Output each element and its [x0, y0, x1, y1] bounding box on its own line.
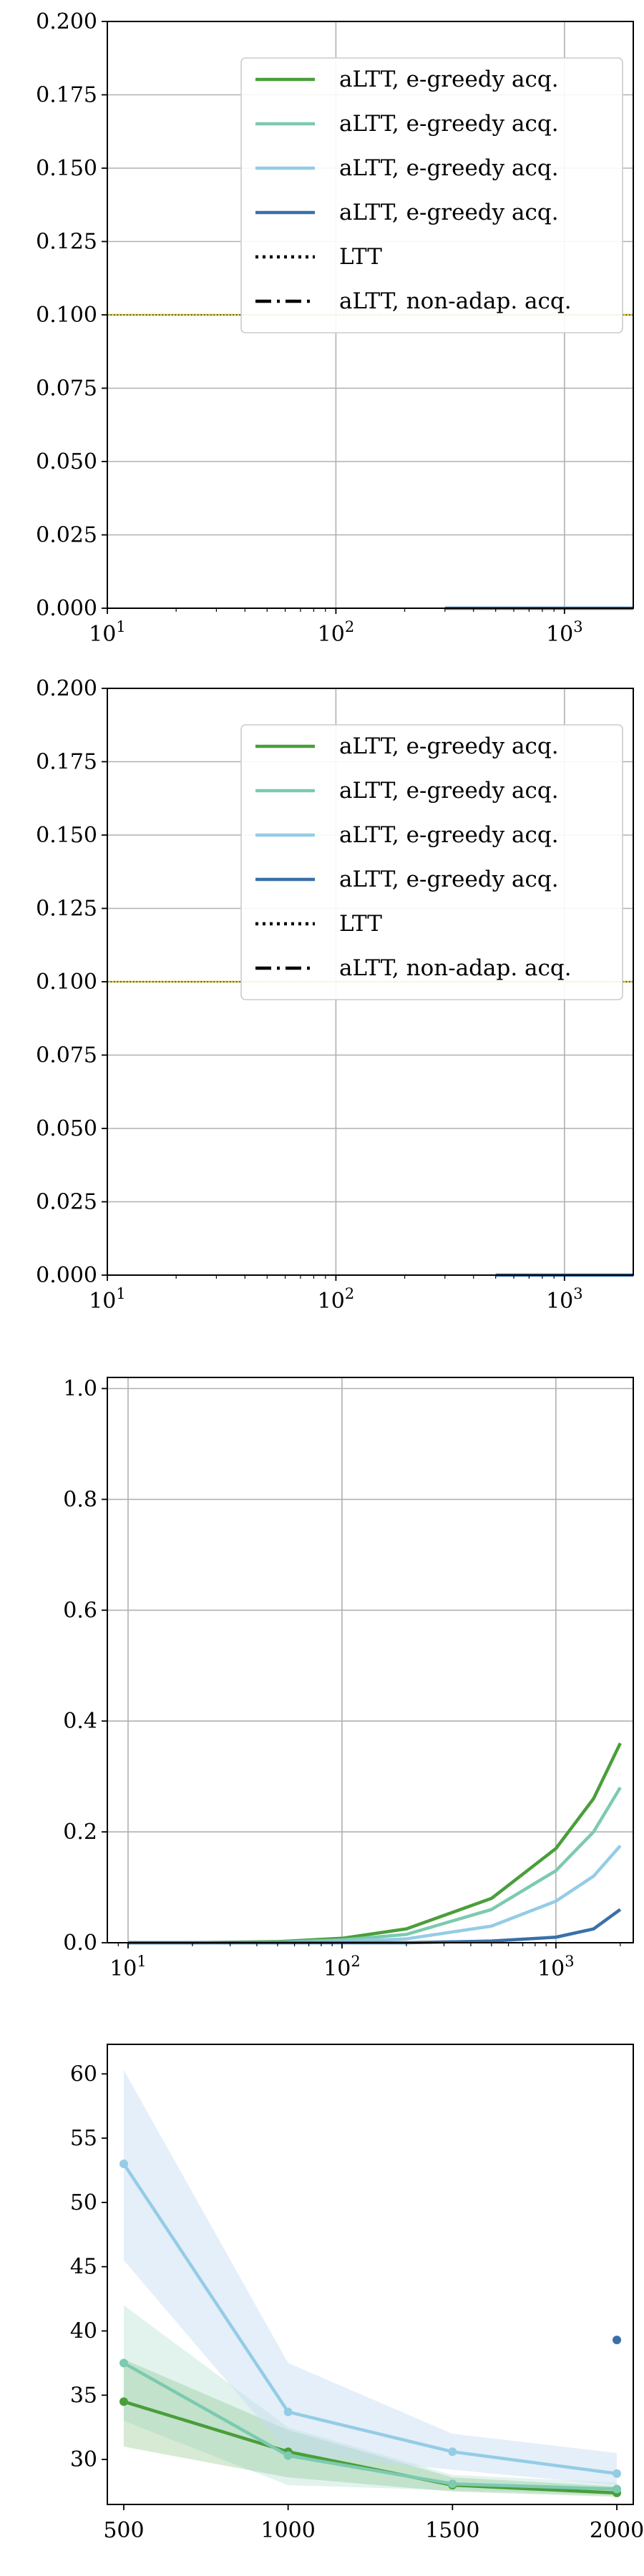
series-2-point	[283, 2451, 293, 2460]
series-2	[119, 2358, 622, 2494]
x-tick-label: 102	[318, 618, 355, 647]
series-2-band	[123, 2305, 618, 2496]
y-tick-label: 0.4	[63, 1709, 97, 1734]
y-tick-label: 45	[70, 2255, 97, 2280]
panel-2-chart: 0.000 0.025 0.050 0.075 0.100 0.125 0.150 0.175…	[36, 676, 634, 1314]
y-tick-label: 0.150	[36, 156, 97, 181]
x-tick-label: 103	[537, 1953, 575, 1981]
legend-label: aLTT, e-greedy acq.	[339, 67, 559, 92]
y-tick-label: 0.025	[36, 523, 97, 548]
y-tick-label: 55	[70, 2126, 97, 2151]
legend-label: aLTT, e-greedy acq.	[339, 778, 559, 804]
series-2-line	[122, 2361, 618, 2491]
legend-label: LTT	[339, 244, 382, 270]
y-tick-label: 0.200	[36, 9, 97, 34]
x-tick-label: 1500	[425, 2518, 479, 2543]
series-3-point	[119, 2160, 128, 2169]
legend-label: aLTT, e-greedy acq.	[339, 822, 559, 848]
legend-label: aLTT, e-greedy acq.	[339, 200, 559, 225]
series-4	[613, 2336, 622, 2345]
x-tick-label: 103	[546, 1285, 583, 1314]
series-1-band	[123, 2359, 618, 2497]
legend-label: aLTT, e-greedy acq.	[339, 733, 559, 759]
panel-4-chart: 30 35 40 45 50 55 60 500 1000 1500 2000	[70, 2044, 644, 2543]
series-2-point	[613, 2484, 622, 2494]
series-3-line	[122, 2162, 618, 2476]
y-tick-label: 0.075	[36, 376, 97, 401]
y-tick-label: 35	[70, 2383, 97, 2408]
y-tick-label: 0.050	[36, 449, 97, 474]
y-tick-label: 0.025	[36, 1190, 97, 1215]
y-tick-label: 0.6	[63, 1598, 97, 1623]
legend-label: aLTT, e-greedy acq.	[339, 155, 559, 181]
y-tick-label: 0.125	[36, 230, 97, 255]
y-tick-label: 0.000	[36, 1263, 97, 1288]
panel-3-chart: 0.0 0.2 0.4 0.6 0.8 1.0 101 102 103	[63, 1376, 634, 1981]
y-tick-label: 0.050	[36, 1116, 97, 1141]
x-tick-label: 1000	[260, 2518, 315, 2543]
legend-box	[240, 724, 623, 1000]
legend: aLTT, e-greedy acq. aLTT, e-greedy acq. aL…	[240, 57, 623, 333]
series-4-point	[613, 2336, 622, 2345]
series-3	[119, 2160, 622, 2478]
x-tick-label: 101	[89, 1285, 126, 1314]
x-tick-label: 101	[109, 1953, 147, 1981]
x-tick-label: 500	[103, 2518, 144, 2543]
y-tick-label: 0.2	[63, 1820, 97, 1845]
y-tick-label: 0.075	[36, 1043, 97, 1068]
x-tick-label: 101	[89, 618, 126, 647]
y-tick-label: 30	[70, 2447, 97, 2472]
axes-frame	[107, 1377, 634, 1943]
legend-label: aLTT, non-adap. acq.	[339, 288, 572, 314]
y-tick-label: 0.175	[36, 750, 97, 775]
panel-1-chart: 0.000 0.025 0.050 0.075 0.100 0.125 0.150 0.175…	[36, 9, 634, 647]
y-tick-label: 0.150	[36, 823, 97, 848]
y-tick-label: 0.200	[36, 676, 97, 701]
y-tick-label: 50	[70, 2190, 97, 2215]
series-3-point	[613, 2469, 622, 2478]
series-3-point	[448, 2447, 457, 2457]
legend-label: LTT	[339, 911, 382, 937]
x-tick-label: 102	[323, 1953, 361, 1981]
y-tick-label: 0.125	[36, 897, 97, 922]
y-tick-label: 0.100	[36, 970, 97, 995]
series-2-point	[119, 2358, 128, 2368]
legend-label: aLTT, e-greedy acq.	[339, 867, 559, 892]
legend-box	[240, 57, 623, 333]
y-tick-label: 0.8	[63, 1487, 97, 1512]
series-3-point	[283, 2407, 293, 2416]
axes-frame	[107, 2044, 634, 2505]
y-tick-label: 40	[70, 2319, 97, 2344]
y-tick-label: 0.175	[36, 83, 97, 108]
y-tick-label: 1.0	[63, 1376, 97, 1401]
y-tick-label: 0.000	[36, 596, 97, 621]
y-tick-label: 60	[70, 2062, 97, 2087]
x-tick-label: 102	[318, 1285, 355, 1314]
series-2-point	[448, 2479, 457, 2489]
y-tick-label: 0.0	[63, 1931, 97, 1956]
x-tick-label: 2000	[590, 2518, 644, 2543]
series-1-point	[119, 2397, 128, 2406]
y-tick-label: 0.100	[36, 303, 97, 328]
legend-label: aLTT, e-greedy acq.	[339, 111, 559, 137]
x-tick-label: 103	[546, 618, 583, 647]
legend: aLTT, e-greedy acq. aLTT, e-greedy acq. aL…	[240, 724, 623, 1000]
legend-label: aLTT, non-adap. acq.	[339, 955, 572, 981]
series-3-band	[123, 2069, 618, 2486]
